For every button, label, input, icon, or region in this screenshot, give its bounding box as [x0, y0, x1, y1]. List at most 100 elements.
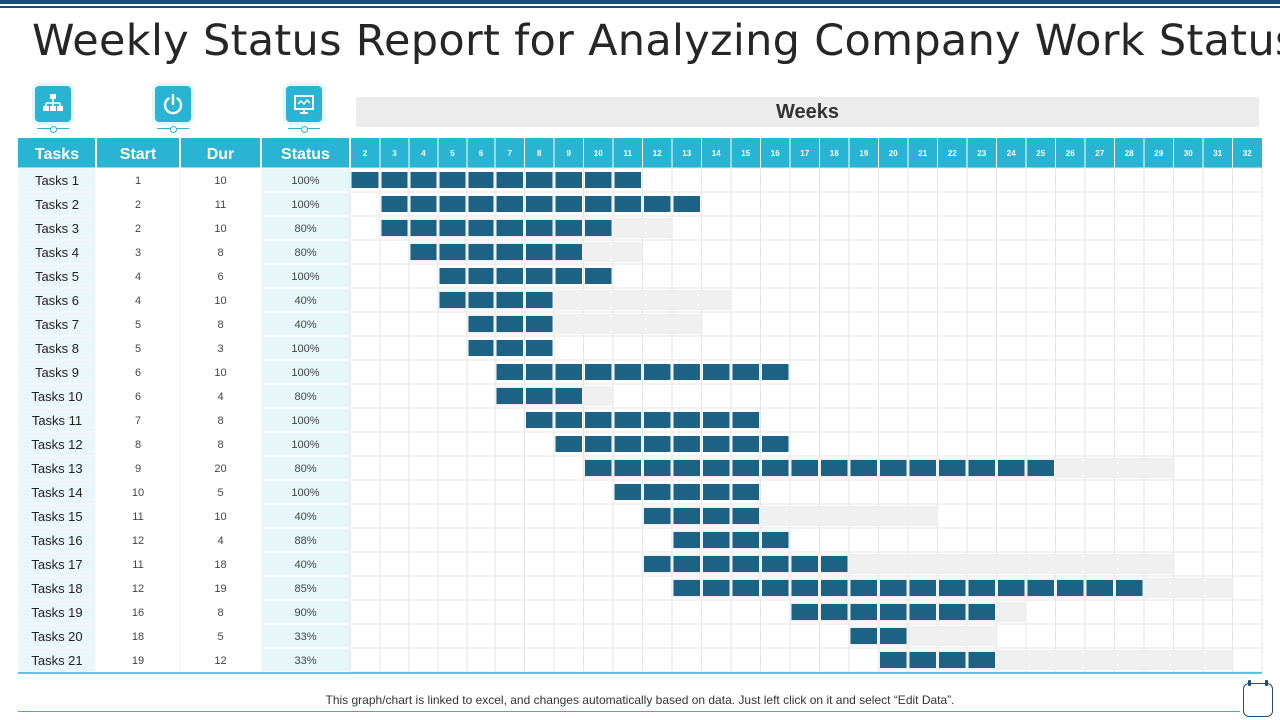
progress-bar-segment: [762, 460, 789, 476]
progress-bar-segment: [1086, 580, 1113, 596]
progress-bar-segment: [703, 556, 730, 572]
progress-bar-segment: [644, 556, 671, 572]
task-duration: 6: [217, 271, 223, 283]
task-name: Tasks 5: [35, 269, 79, 284]
progress-bar-segment: [673, 364, 700, 380]
progress-bar-segment: [909, 652, 936, 668]
task-name: Tasks 18: [31, 581, 82, 596]
week-label: 21: [918, 149, 927, 158]
progress-bar-segment: [555, 244, 582, 260]
remaining-bar: [672, 530, 790, 550]
progress-bar-segment: [909, 460, 936, 476]
progress-bar-segment: [496, 364, 523, 380]
task-duration: 8: [217, 319, 223, 331]
progress-bar-segment: [381, 196, 408, 212]
task-status: 100%: [291, 175, 319, 187]
progress-bar-segment: [526, 196, 553, 212]
tasks-column-header: Tasks: [35, 146, 79, 163]
remaining-bar: [467, 314, 702, 334]
progress-bar-segment: [439, 220, 466, 236]
week-label: 28: [1125, 149, 1134, 158]
progress-bar-segment: [968, 652, 995, 668]
progress-bar-segment: [585, 172, 612, 188]
task-start: 4: [135, 295, 141, 307]
week-label: 29: [1154, 149, 1163, 158]
progress-bar-segment: [732, 532, 759, 548]
week-label: 25: [1036, 149, 1045, 158]
progress-bar-segment: [439, 196, 466, 212]
progress-bar-segment: [821, 460, 848, 476]
progress-bar-segment: [410, 172, 437, 188]
task-name: Tasks 20: [31, 629, 82, 644]
status-column: [261, 168, 350, 672]
progress-bar-segment: [468, 220, 494, 236]
progress-bar-segment: [526, 364, 553, 380]
progress-bar-segment: [555, 172, 582, 188]
progress-bar-segment: [791, 460, 818, 476]
progress-bar-segment: [968, 460, 995, 476]
progress-bar-segment: [585, 436, 612, 452]
progress-bar-segment: [968, 580, 995, 596]
week-label: 2: [363, 149, 368, 158]
task-start: 18: [132, 631, 144, 643]
task-duration: 10: [214, 295, 226, 307]
progress-bar-segment: [555, 220, 582, 236]
start-column-header: Start: [120, 146, 157, 163]
progress-bar-segment: [526, 268, 553, 284]
progress-bar-segment: [673, 412, 700, 428]
task-start: 16: [132, 607, 144, 619]
task-name: Tasks 15: [31, 509, 82, 524]
progress-bar-segment: [703, 412, 730, 428]
progress-bar-segment: [673, 508, 700, 524]
progress-bar-segment: [614, 484, 641, 500]
week-label: 24: [1007, 149, 1016, 158]
week-label: 18: [830, 149, 839, 158]
power-icon: [155, 86, 191, 122]
progress-bar-segment: [880, 580, 907, 596]
footnote: This graph/chart is linked to excel, and…: [325, 693, 955, 707]
progress-bar-segment: [732, 412, 759, 428]
progress-bar-segment: [439, 172, 466, 188]
task-start: 5: [135, 343, 141, 355]
progress-bar-segment: [585, 460, 612, 476]
progress-bar-segment: [909, 580, 936, 596]
progress-bar-segment: [703, 460, 730, 476]
task-duration: 4: [217, 391, 223, 403]
remaining-bar: [583, 458, 1174, 478]
task-status: 100%: [291, 415, 319, 427]
progress-bar-segment: [850, 580, 877, 596]
task-start: 10: [132, 487, 144, 499]
task-duration: 5: [217, 487, 223, 499]
task-start: 6: [135, 367, 141, 379]
progress-bar-segment: [703, 508, 730, 524]
week-label: 4: [421, 149, 426, 158]
task-name-column: [18, 168, 96, 672]
page-title: Weekly Status Report for Analyzing Compa…: [32, 16, 1280, 66]
progress-bar-segment: [673, 556, 700, 572]
progress-bar-segment: [732, 556, 759, 572]
progress-bar-segment: [468, 268, 494, 284]
progress-bar-segment: [555, 436, 582, 452]
week-label: 14: [712, 149, 721, 158]
progress-bar-segment: [614, 412, 641, 428]
task-start: 12: [132, 583, 144, 595]
progress-bar-segment: [1116, 580, 1143, 596]
task-status: 85%: [294, 583, 316, 595]
week-label: 22: [948, 149, 957, 158]
duration-column-header: Dur: [207, 146, 235, 163]
task-name: Tasks 17: [31, 557, 82, 572]
progress-bar-segment: [410, 244, 437, 260]
progress-bar-segment: [791, 580, 818, 596]
week-label: 13: [682, 149, 691, 158]
progress-bar-segment: [939, 652, 966, 668]
progress-bar-segment: [526, 220, 553, 236]
progress-bar-segment: [673, 580, 700, 596]
progress-bar-segment: [496, 244, 523, 260]
task-status: 80%: [294, 247, 316, 259]
progress-bar-segment: [555, 364, 582, 380]
progress-bar-segment: [496, 316, 523, 332]
progress-bar-segment: [439, 244, 466, 260]
weeks-header: Weeks: [356, 97, 1259, 127]
week-label: 23: [977, 149, 986, 158]
week-label: 3: [392, 149, 397, 158]
